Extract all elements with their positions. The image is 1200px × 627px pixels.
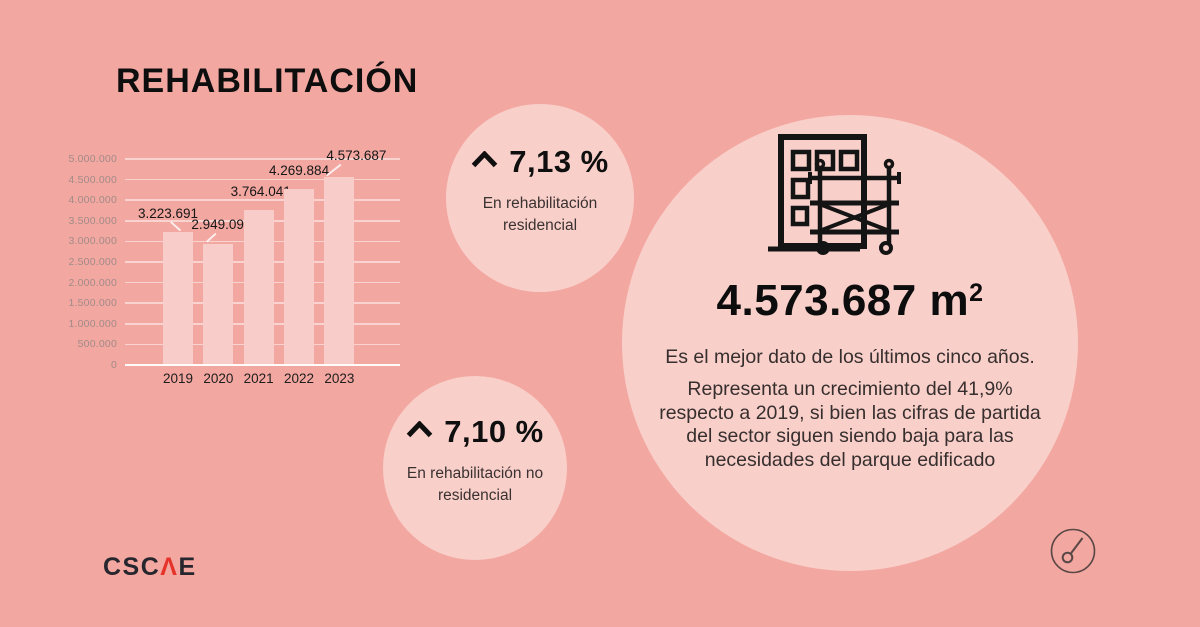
stat-row: 7,13 % — [446, 144, 634, 180]
y-tick-label: 0 — [110, 359, 117, 371]
y-tick-label: 2.500.000 — [68, 256, 117, 268]
stat-row: 7,10 % — [383, 414, 567, 450]
stat-label: En rehabilitación no residencial — [406, 465, 544, 504]
x-tick-label: 2020 — [203, 371, 234, 386]
chevron-up-icon — [471, 150, 498, 173]
x-tick-label: 2019 — [162, 371, 194, 386]
x-tick-label: 2021 — [243, 371, 274, 386]
y-tick-label: 500.000 — [77, 338, 117, 351]
gridline — [125, 178, 400, 181]
building-scaffolding-icon — [768, 131, 902, 260]
bar-value-label: 3.764.041 — [230, 183, 291, 199]
y-tick-label: 2.000.000 — [68, 276, 117, 289]
bar-value-label: 3.223.691 — [137, 206, 199, 222]
bar-chart-plot: 3.223.691 2.949.090 3.764.041 4.269.884 4.57… — [125, 148, 400, 366]
compass-icon — [1049, 527, 1097, 580]
gridline — [125, 199, 400, 201]
stat-value: 7,10 % — [444, 414, 544, 449]
y-tick-label: 4.000.000 — [68, 194, 117, 207]
y-tick-label: 1.000.000 — [68, 317, 117, 330]
square-exponent: 2 — [969, 279, 984, 307]
stat-circle-residential: 7,13 % En rehabilitación residencial — [446, 104, 634, 292]
bar-2022 — [284, 189, 315, 365]
y-tick-label: 3.500.000 — [68, 214, 117, 227]
logo-text: CSC — [103, 553, 161, 581]
stat-circle-non-residential: 7,10 % En rehabilitación no residencial — [383, 376, 567, 560]
x-tick-label: 2023 — [324, 371, 355, 386]
y-tick-label: 4.500.000 — [68, 173, 117, 186]
x-tick-label: 2022 — [284, 371, 315, 386]
y-tick-label: 3.000.000 — [68, 235, 117, 248]
logo-accent-lambda: Λ — [160, 553, 179, 581]
cscae-logo: CSCΛE — [103, 553, 197, 582]
stat-value: 7,13 % — [509, 144, 609, 179]
rehabilitation-bar-chart: 0 500.000 1.000.000 1.500.000 2.000.000 2.500… — [68, 148, 410, 398]
y-axis: 0 500.000 1.000.000 1.500.000 2.000.000 2.500… — [68, 153, 121, 371]
bar-2020 — [203, 243, 234, 365]
bar-2023 — [324, 176, 355, 365]
bar-value-label: 4.269.884 — [269, 163, 330, 179]
chevron-up-icon — [406, 420, 433, 443]
y-tick-label: 5.000.000 — [68, 153, 117, 165]
highlight-paragraph: Representa un crecimiento del 41,9% resp… — [659, 378, 1041, 471]
x-axis: 2019 2020 2021 2022 2023 — [125, 371, 400, 391]
highlight-value: 4.573.687 m2 — [716, 276, 984, 325]
gridline — [125, 158, 400, 160]
logo-text: E — [178, 553, 197, 581]
highlight-circle: 4.573.687 m2 Es el mejor dato de los últ… — [622, 115, 1078, 571]
bar-value-label: 2.949.090 — [191, 217, 252, 233]
x-axis-baseline — [125, 364, 400, 366]
bar-value-label: 4.573.687 — [326, 147, 387, 163]
y-tick-label: 1.500.000 — [68, 297, 117, 310]
bar-2021 — [243, 209, 274, 365]
bar-2019 — [163, 232, 193, 365]
page-title: REHABILITACIÓN — [116, 62, 419, 100]
highlight-line1: Es el mejor dato de los últimos cinco añ… — [665, 346, 1035, 368]
stat-label: En rehabilitación residencial — [482, 195, 598, 234]
